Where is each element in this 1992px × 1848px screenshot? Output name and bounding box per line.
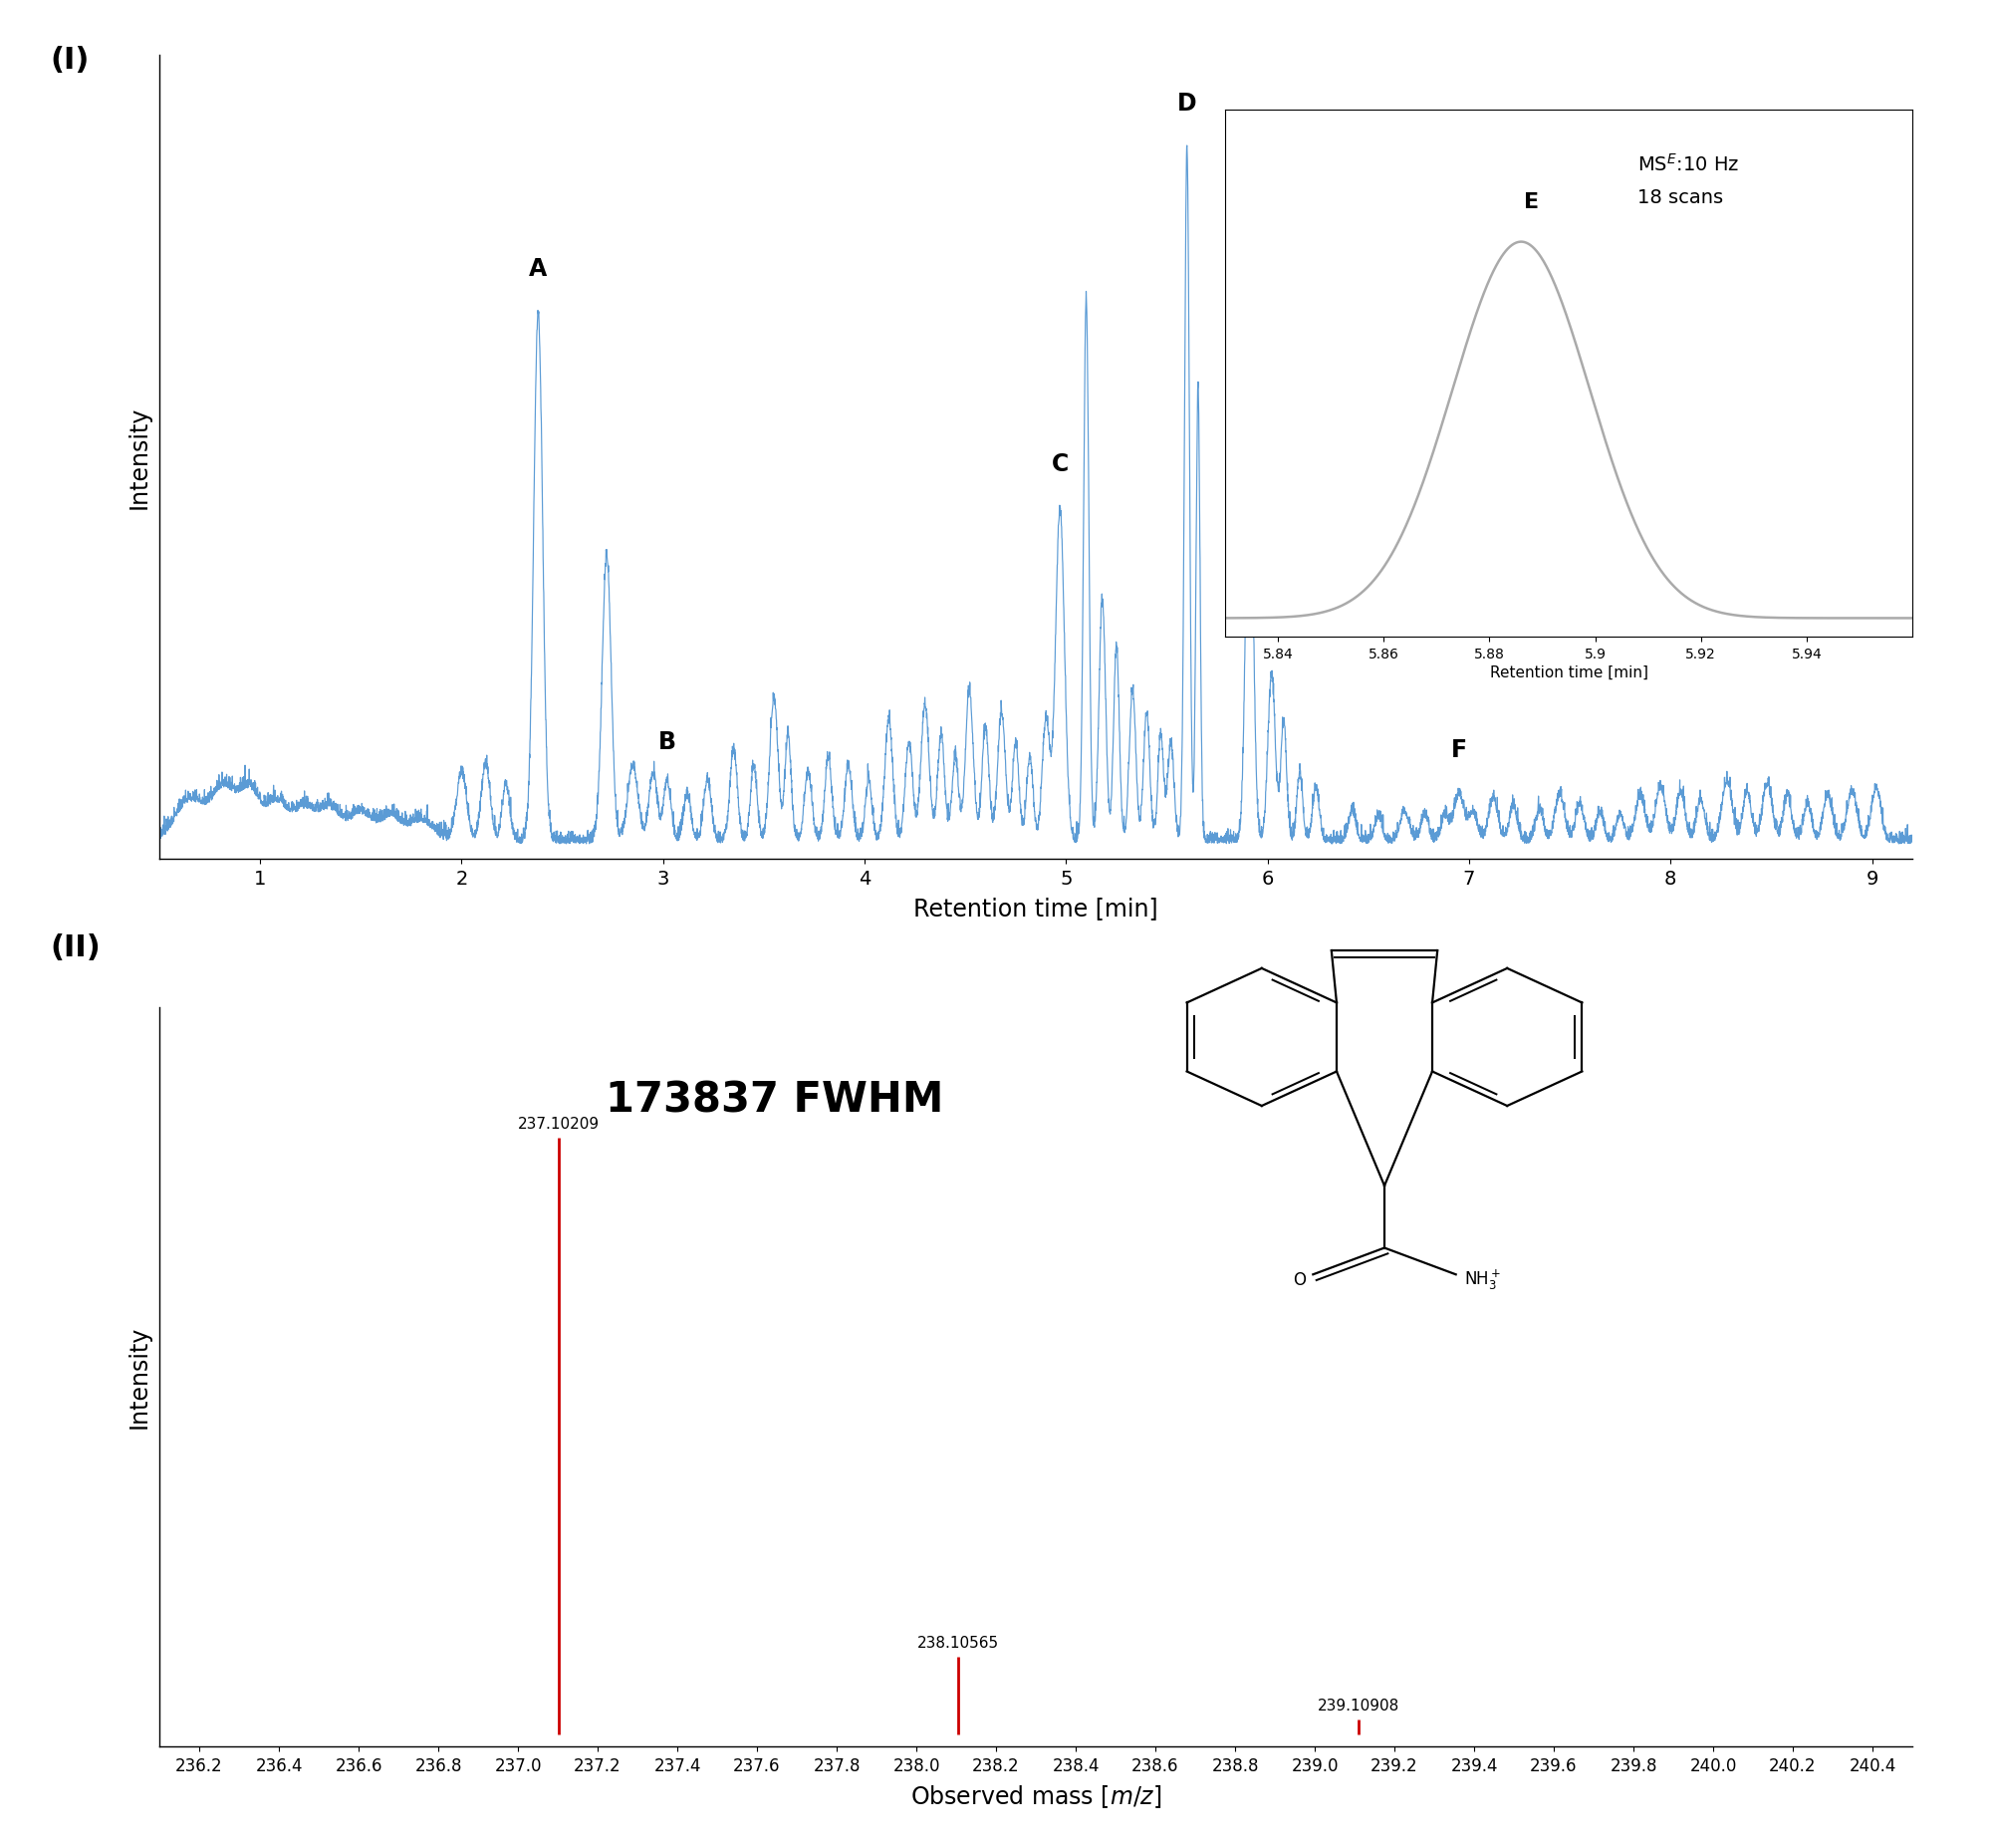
- Text: MS$^E$:10 Hz
18 scans: MS$^E$:10 Hz 18 scans: [1637, 153, 1739, 207]
- Text: 239.10908: 239.10908: [1317, 1698, 1398, 1713]
- Text: B: B: [657, 730, 675, 754]
- Text: (II): (II): [50, 933, 100, 963]
- Text: (I): (I): [50, 46, 90, 76]
- Text: O: O: [1293, 1270, 1305, 1288]
- Y-axis label: Intensity: Intensity: [127, 1325, 151, 1429]
- Text: E: E: [1241, 370, 1257, 394]
- Y-axis label: Intensity: Intensity: [127, 407, 151, 508]
- Text: 237.10209: 237.10209: [518, 1116, 600, 1131]
- X-axis label: Retention time [min]: Retention time [min]: [1490, 665, 1647, 680]
- X-axis label: Retention time [min]: Retention time [min]: [914, 896, 1157, 920]
- X-axis label: Observed mass [$m/z$]: Observed mass [$m/z$]: [910, 1781, 1161, 1809]
- Text: F: F: [1450, 737, 1466, 761]
- Text: 238.10565: 238.10565: [918, 1635, 1000, 1650]
- Text: 173837 FWHM: 173837 FWHM: [606, 1079, 944, 1120]
- Text: NH$_3^+$: NH$_3^+$: [1464, 1268, 1502, 1292]
- Text: D: D: [1177, 92, 1197, 116]
- Text: E: E: [1524, 192, 1540, 213]
- Text: C: C: [1052, 453, 1068, 477]
- Text: A: A: [530, 257, 548, 281]
